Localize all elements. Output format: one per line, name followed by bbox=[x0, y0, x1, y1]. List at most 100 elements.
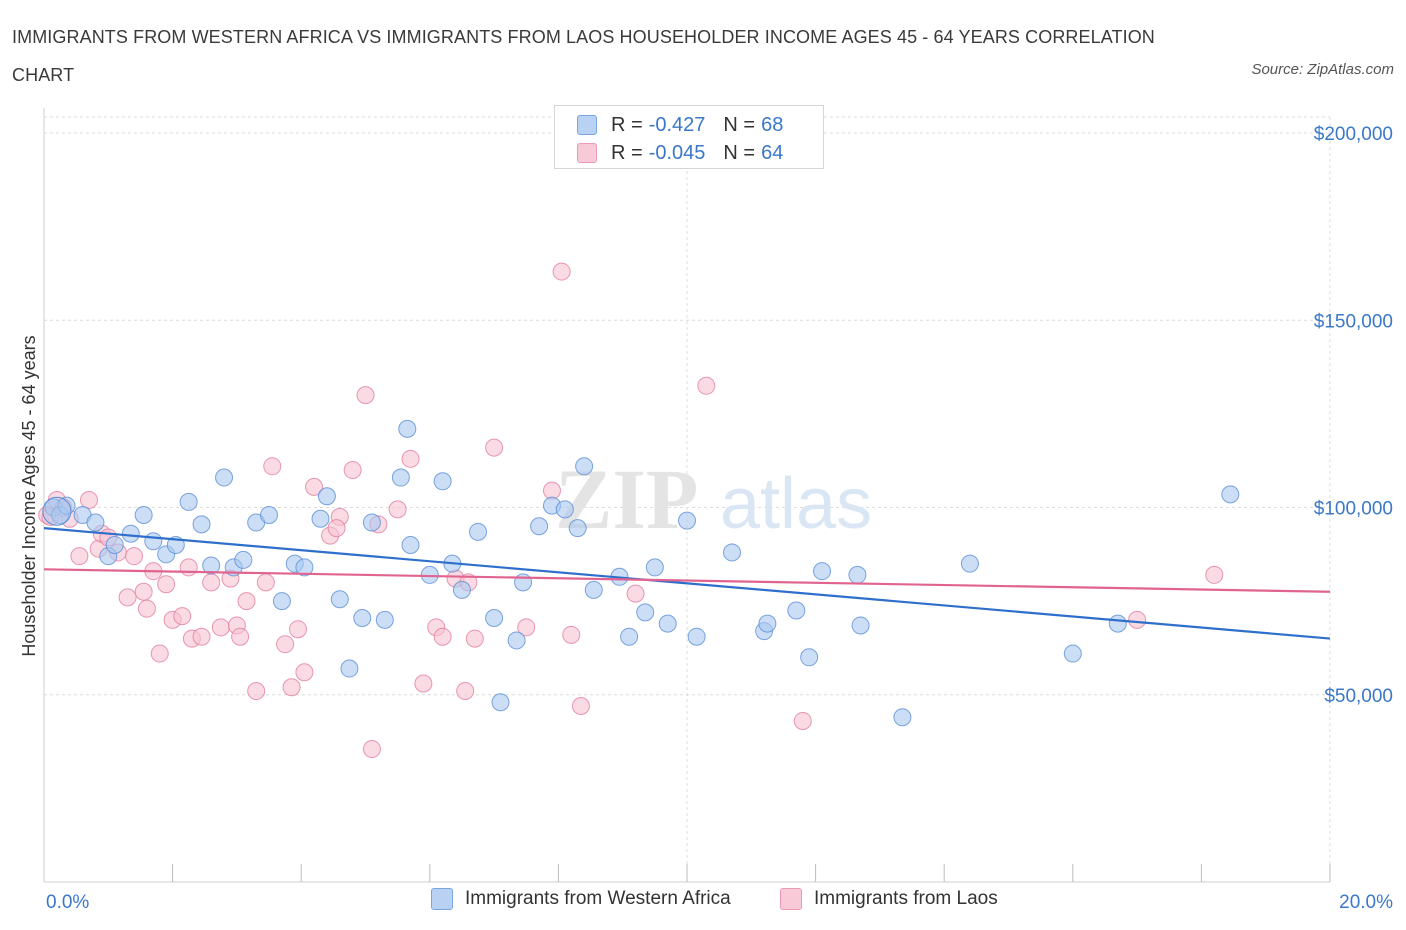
western-africa-point bbox=[401, 535, 420, 554]
western-africa-points bbox=[42, 419, 1240, 727]
legend-swatch-pink bbox=[780, 888, 802, 910]
western-africa-point bbox=[851, 616, 870, 635]
x-tick-label: 0.0% bbox=[46, 892, 89, 913]
western-africa-point bbox=[353, 608, 372, 627]
western-africa-point bbox=[192, 515, 211, 534]
western-africa-point bbox=[105, 535, 124, 554]
trend-lines bbox=[43, 527, 1331, 640]
western-africa-point bbox=[514, 573, 533, 592]
legend-row-laos: R = -0.045 N = 64 bbox=[577, 140, 783, 166]
laos-point bbox=[211, 618, 230, 637]
legend-r-label: R = bbox=[611, 141, 643, 164]
laos-point bbox=[192, 627, 211, 646]
legend-series-name: Immigrants from Laos bbox=[814, 888, 998, 909]
legend-n-label: N = bbox=[723, 141, 756, 164]
laos-point bbox=[295, 663, 314, 682]
laos-point bbox=[137, 599, 156, 618]
legend-r-value: -0.427 bbox=[648, 113, 706, 136]
western-africa-point bbox=[433, 472, 452, 491]
western-africa-point bbox=[491, 693, 510, 712]
western-africa-point bbox=[362, 513, 381, 532]
legend-r-value: -0.045 bbox=[648, 141, 706, 164]
western-africa-point bbox=[848, 565, 867, 584]
watermark-atlas: atlas bbox=[720, 464, 872, 544]
laos-point bbox=[626, 584, 645, 603]
source-label: Source: ZipAtlas.com bbox=[1251, 61, 1394, 78]
laos-point bbox=[414, 674, 433, 693]
y-axis-label: Householder Income Ages 45 - 64 years bbox=[19, 335, 39, 656]
laos-point bbox=[237, 592, 256, 611]
legend-item-laos: Immigrants from Laos bbox=[780, 888, 998, 910]
western-africa-point bbox=[1063, 644, 1082, 663]
western-africa-point bbox=[144, 532, 163, 551]
tick-labels: $200,000 $150,000 $100,000 $50,000 0.0% 20.0% bbox=[46, 124, 1393, 913]
laos-point bbox=[433, 627, 452, 646]
laos-trend-line bbox=[43, 568, 1331, 593]
laos-point bbox=[362, 740, 381, 759]
laos-point bbox=[356, 386, 375, 405]
legend-row-western-africa: R = -0.427 N = 68 bbox=[577, 112, 783, 138]
western-africa-point bbox=[507, 631, 526, 650]
laos-point bbox=[562, 625, 581, 644]
western-africa-point bbox=[215, 468, 234, 487]
y-tick-label: $150,000 bbox=[1314, 311, 1393, 332]
western-africa-point bbox=[317, 487, 336, 506]
western-africa-point bbox=[179, 492, 198, 511]
western-africa-point bbox=[620, 627, 639, 646]
laos-point bbox=[202, 573, 221, 592]
western-africa-point bbox=[375, 610, 394, 629]
laos-point bbox=[465, 629, 484, 648]
legend-n-value: 68 bbox=[761, 113, 784, 136]
western-africa-point bbox=[1221, 485, 1240, 504]
laos-point bbox=[150, 644, 169, 663]
western-africa-point bbox=[260, 505, 279, 524]
western-africa-point bbox=[645, 558, 664, 577]
laos-point bbox=[552, 262, 571, 281]
y-tick-label: $100,000 bbox=[1314, 499, 1393, 520]
legend-swatch-pink bbox=[577, 143, 597, 163]
legend-series-name: Immigrants from Western Africa bbox=[465, 888, 731, 909]
western-africa-point bbox=[568, 519, 587, 538]
western-africa-point bbox=[1108, 614, 1127, 633]
laos-point bbox=[231, 627, 250, 646]
western-africa-point bbox=[723, 543, 742, 562]
laos-point bbox=[282, 678, 301, 697]
western-africa-point bbox=[391, 468, 410, 487]
laos-point bbox=[80, 491, 99, 510]
legend-r-label: R = bbox=[611, 113, 643, 136]
laos-point bbox=[256, 573, 275, 592]
legend-item-western-africa: Immigrants from Western Africa bbox=[431, 888, 731, 910]
legend-swatch-blue bbox=[577, 115, 597, 135]
western-africa-point bbox=[272, 592, 291, 611]
western-africa-point bbox=[787, 601, 806, 620]
legend-n-value: 64 bbox=[761, 141, 784, 164]
laos-point bbox=[247, 682, 266, 701]
laos-point bbox=[697, 376, 716, 395]
laos-point bbox=[388, 500, 407, 519]
western-africa-trend-line bbox=[43, 527, 1331, 640]
laos-point bbox=[305, 477, 324, 496]
western-africa-point bbox=[485, 608, 504, 627]
laos-point bbox=[485, 438, 504, 457]
chart-title: IMMIGRANTS FROM WESTERN AFRICA VS IMMIGR… bbox=[12, 27, 1155, 85]
laos-point bbox=[1128, 610, 1147, 629]
western-africa-point bbox=[960, 554, 979, 573]
laos-point bbox=[1205, 565, 1224, 584]
western-africa-point bbox=[330, 590, 349, 609]
western-africa-point bbox=[398, 419, 417, 438]
laos-point bbox=[571, 696, 590, 715]
y-tick-label: $50,000 bbox=[1324, 686, 1393, 707]
laos-point bbox=[179, 558, 198, 577]
western-africa-point bbox=[452, 580, 471, 599]
western-africa-point bbox=[202, 556, 221, 575]
laos-point bbox=[456, 682, 475, 701]
legend-n-label: N = bbox=[723, 113, 756, 136]
laos-point bbox=[118, 588, 137, 607]
western-africa-point bbox=[134, 505, 153, 524]
western-africa-point bbox=[658, 614, 677, 633]
western-africa-point bbox=[800, 648, 819, 667]
x-tick-label: 20.0% bbox=[1339, 892, 1393, 913]
laos-point bbox=[793, 711, 812, 730]
laos-points bbox=[38, 262, 1224, 759]
laos-point bbox=[70, 547, 89, 566]
